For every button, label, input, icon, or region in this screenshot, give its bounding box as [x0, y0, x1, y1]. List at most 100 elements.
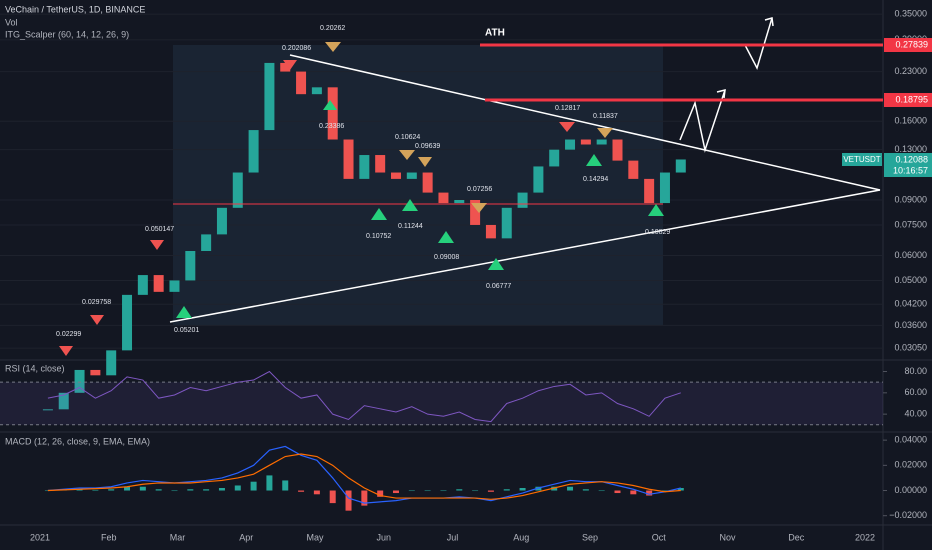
ticker-text: VETUSDT — [843, 155, 880, 164]
candle — [565, 139, 576, 150]
candle — [485, 224, 496, 239]
histogram-bar — [203, 489, 210, 491]
macd-line — [47, 445, 681, 504]
histogram-bar — [329, 490, 336, 504]
candle — [169, 280, 180, 292]
histogram-bar — [282, 480, 289, 491]
price-note: 0.12817 — [555, 105, 580, 112]
sell-signal — [597, 128, 613, 138]
candle — [122, 294, 133, 351]
histogram-bar — [44, 490, 51, 492]
histogram-bar — [551, 486, 558, 491]
y-tick-label: 0.04000 — [894, 435, 927, 445]
histogram-bar — [298, 490, 305, 492]
price-note: 0.07256 — [467, 186, 492, 193]
histogram-bar — [266, 475, 273, 491]
histogram-bar — [92, 489, 99, 491]
time-label: Mar — [170, 532, 186, 542]
candle — [74, 369, 85, 393]
histogram-bar — [440, 490, 447, 492]
arrow-path — [679, 89, 726, 153]
histogram-bar — [218, 488, 225, 491]
candle — [343, 139, 354, 179]
histogram-bar — [108, 489, 115, 491]
time-label: Apr — [239, 532, 253, 542]
price-note: 0.11837 — [593, 113, 618, 120]
histogram-bar — [487, 490, 494, 492]
histogram-bar — [519, 488, 526, 491]
candle — [232, 172, 243, 208]
sell-signal — [150, 240, 164, 250]
candle — [359, 155, 370, 179]
candle — [90, 369, 101, 376]
histogram-bar — [377, 490, 384, 497]
rsi-line — [47, 370, 681, 423]
price-note: 0.202086 — [282, 45, 311, 52]
candle — [470, 199, 481, 225]
y-tick-label: 0.03050 — [894, 342, 927, 352]
histogram-bar — [630, 490, 637, 495]
signals — [59, 42, 664, 356]
histogram-bar — [567, 486, 574, 491]
trendline — [169, 189, 881, 323]
candle — [327, 87, 338, 140]
histogram-bar — [598, 490, 605, 492]
histogram-bar — [155, 489, 162, 491]
candle — [628, 160, 639, 179]
sell-signal — [471, 203, 487, 213]
time-label: Sep — [582, 532, 598, 542]
annotations: 0.20262 0.202086 0.23386 0.050147 0.0297… — [56, 25, 670, 338]
rsi-title: RSI (14, close) — [5, 363, 65, 373]
candle — [106, 350, 117, 376]
sell-signal — [283, 60, 297, 70]
rsi-band — [0, 382, 883, 425]
histogram-bar — [313, 490, 320, 495]
histogram-bar — [234, 485, 241, 491]
ath-label: ATH — [485, 28, 505, 39]
arrow-head — [716, 89, 726, 99]
price-note: 0.11244 — [398, 223, 423, 230]
volume-label: Vol — [5, 17, 18, 27]
price-tag-text: 0.18795 — [895, 94, 928, 104]
countdown: 10:16:57 — [893, 165, 928, 175]
y-tick-label: 0.06000 — [894, 250, 927, 260]
candle — [454, 199, 465, 204]
price-note: 0.05201 — [174, 327, 199, 334]
candle — [137, 275, 148, 295]
candle — [311, 87, 322, 95]
y-tick-label: 0.07500 — [894, 219, 927, 229]
y-tick-label: 0.04200 — [894, 299, 927, 309]
histogram-bar — [171, 490, 178, 492]
candle — [201, 234, 212, 252]
candle — [596, 139, 607, 145]
candle — [612, 139, 623, 161]
price-tag — [884, 38, 932, 52]
indicator-label: ITG_Scalper (60, 14, 12, 26, 9) — [5, 29, 129, 39]
y-tick-label: 0.13000 — [894, 144, 927, 154]
histogram-bar — [76, 489, 83, 491]
arrow-head — [764, 17, 774, 27]
histogram-bar — [408, 490, 415, 492]
time-label: 2022 — [855, 532, 875, 542]
time-label: May — [306, 532, 324, 542]
candle — [296, 71, 307, 95]
candle — [42, 409, 53, 411]
candle — [675, 159, 686, 173]
histogram-bar — [392, 490, 399, 494]
time-label: Oct — [652, 532, 667, 542]
time-label: 2021 — [30, 532, 50, 542]
histogram-bar — [456, 489, 463, 491]
sell-signal — [325, 42, 341, 52]
price-note: 0.09008 — [434, 254, 459, 261]
candle — [185, 251, 196, 281]
price-note: 0.10829 — [645, 229, 670, 236]
time-label: Jun — [376, 532, 391, 542]
ticker-tag — [842, 153, 882, 166]
price-note: 0.029758 — [82, 299, 111, 306]
buy-signal — [323, 100, 337, 110]
time-label: Jul — [447, 532, 459, 542]
histogram-bar — [187, 489, 194, 491]
candle — [248, 130, 259, 173]
candle — [659, 172, 670, 204]
